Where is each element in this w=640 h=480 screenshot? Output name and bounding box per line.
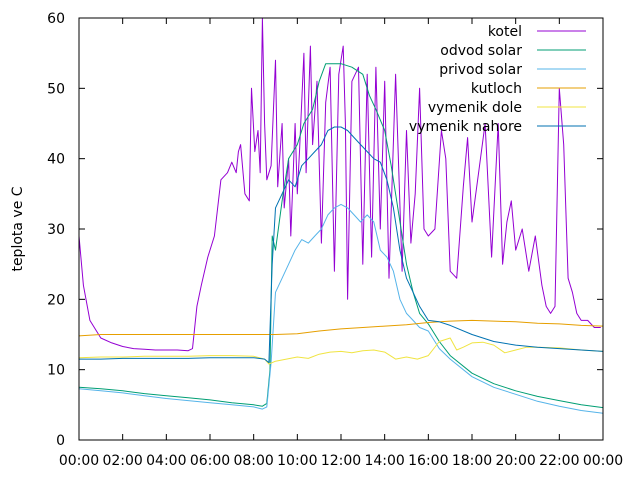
y-axis-label: teplota ve C bbox=[10, 186, 26, 271]
x-tick-label: 12:00 bbox=[321, 453, 361, 469]
x-tick-label: 08:00 bbox=[233, 453, 273, 469]
y-tick-label: 50 bbox=[47, 81, 65, 97]
series-line-kotel bbox=[78, 17, 601, 352]
x-tick-label: 00:00 bbox=[583, 453, 623, 469]
x-tick-label: 18:00 bbox=[452, 453, 492, 469]
legend-label-odvod-solar: odvod solar bbox=[440, 43, 522, 59]
series-line-vymenik-dole bbox=[78, 337, 604, 365]
y-tick-label: 40 bbox=[47, 152, 65, 168]
legend-label-vymenik-dole: vymenik dole bbox=[428, 100, 522, 116]
series-line-vymenik-nahore bbox=[79, 126, 604, 364]
x-tick-label: 06:00 bbox=[190, 453, 230, 469]
x-tick-label: 04:00 bbox=[146, 453, 186, 469]
x-tick-label: 14:00 bbox=[364, 453, 404, 469]
x-tick-label: 02:00 bbox=[102, 453, 142, 469]
legend-label-kutloch: kutloch bbox=[471, 81, 522, 97]
x-tick-label: 16:00 bbox=[408, 453, 448, 469]
y-tick-label: 0 bbox=[56, 433, 65, 449]
legend-label-kotel: kotel bbox=[488, 24, 522, 40]
series-line-odvod-solar bbox=[78, 63, 604, 409]
series-layer bbox=[78, 17, 604, 414]
y-tick-label: 10 bbox=[47, 363, 65, 379]
x-tick-label: 20:00 bbox=[495, 453, 535, 469]
legend: kotel odvod solar privod solar kutloch vymen… bbox=[409, 24, 586, 135]
y-tick-label: 30 bbox=[47, 222, 65, 238]
series-line-privod-solar bbox=[78, 203, 604, 414]
plot-frame bbox=[78, 17, 604, 441]
legend-label-vymenik-nahore: vymenik nahore bbox=[409, 119, 522, 135]
series-line-kutloch bbox=[78, 319, 604, 337]
legend-label-privod-solar: privod solar bbox=[439, 62, 522, 78]
x-tick-label: 22:00 bbox=[539, 453, 579, 469]
y-tick-label: 60 bbox=[47, 11, 65, 27]
x-tick-label: 00:00 bbox=[59, 453, 99, 469]
x-tick-label: 10:00 bbox=[277, 453, 317, 469]
y-tick-label: 20 bbox=[47, 292, 65, 308]
